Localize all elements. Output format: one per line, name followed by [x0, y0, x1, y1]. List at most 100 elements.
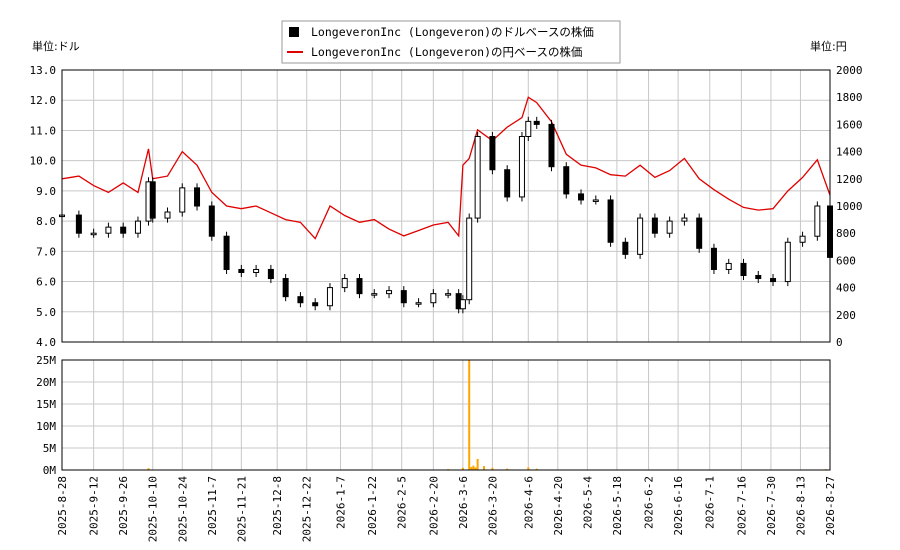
- usd-candle-body: [371, 293, 378, 296]
- volume-tick-label: 0M: [43, 464, 57, 477]
- right-tick-label: 1800: [836, 91, 863, 104]
- usd-candle-body: [445, 293, 452, 296]
- usd-candle-body: [356, 278, 363, 295]
- volume-bar: [470, 466, 473, 470]
- usd-candle-body: [622, 241, 629, 255]
- x-tick-label: 2025-12-8: [271, 476, 284, 536]
- usd-candle-body: [312, 302, 319, 307]
- legend-usd-swatch: [289, 27, 299, 37]
- x-tick-label: 2026-6-2: [643, 476, 656, 529]
- usd-candle-body: [548, 123, 555, 168]
- x-tick-label: 2026-3-20: [486, 476, 499, 536]
- volume-tick-label: 5M: [43, 442, 57, 455]
- usd-candle-body: [637, 217, 644, 255]
- usd-candle-body: [75, 214, 82, 234]
- x-tick-label: 2025-10-10: [147, 476, 160, 542]
- x-tick-label: 2026-6-16: [672, 476, 685, 536]
- usd-candle-body: [489, 135, 496, 171]
- usd-candle-body: [770, 278, 777, 283]
- right-unit-label: 単位:円: [810, 39, 847, 53]
- legend-jpy-label: LongeveronInc (Longeveron)の円ベースの株価: [311, 45, 582, 59]
- usd-candle-body: [297, 296, 304, 304]
- right-tick-label: 800: [836, 227, 856, 240]
- usd-candle-body: [466, 217, 473, 301]
- volume-bar: [461, 467, 464, 470]
- left-tick-label: 11.0: [30, 124, 57, 137]
- x-tick-label: 2026-7-1: [704, 476, 717, 529]
- x-tick-label: 2026-7-30: [765, 476, 778, 536]
- usd-candle-body: [725, 262, 732, 270]
- usd-candle-body: [504, 169, 511, 198]
- left-tick-label: 9.0: [36, 185, 56, 198]
- right-tick-label: 2000: [836, 64, 863, 77]
- usd-candle-body: [386, 290, 393, 295]
- usd-candle-body: [223, 235, 230, 270]
- usd-candle-body: [814, 205, 821, 237]
- usd-candle-body: [90, 232, 97, 236]
- usd-candle-body: [681, 217, 688, 222]
- right-tick-label: 600: [836, 254, 856, 267]
- right-tick-label: 1000: [836, 200, 863, 213]
- usd-candles-layer: [59, 116, 833, 314]
- x-tick-label: 2026-4-20: [552, 476, 565, 536]
- usd-candle-body: [341, 278, 348, 289]
- usd-candle-body: [253, 268, 260, 273]
- usd-candle-body: [282, 278, 289, 298]
- jpy-line-layer: [61, 96, 831, 240]
- x-tick-label: 2026-1-7: [335, 476, 348, 529]
- left-unit-label: 単位:ドル: [32, 39, 80, 53]
- usd-candle-body: [105, 226, 112, 234]
- usd-candle-body: [525, 120, 532, 137]
- x-tick-label: 2025-9-26: [117, 476, 130, 536]
- volume-bars-layer: [147, 360, 827, 470]
- usd-candle-body: [710, 247, 717, 270]
- usd-candle-body: [326, 287, 333, 307]
- right-tick-label: 0: [836, 336, 843, 349]
- usd-candle-body: [267, 268, 274, 280]
- right-tick-label: 200: [836, 309, 856, 322]
- volume-bar: [482, 466, 485, 470]
- usd-candle-body: [563, 166, 570, 195]
- price-plot-frame: [61, 69, 831, 343]
- legend: LongeveronInc (Longeveron)のドルベースの株価 Long…: [281, 20, 621, 64]
- volume-tick-label: 20M: [36, 376, 56, 389]
- usd-candle-body: [194, 187, 201, 207]
- x-tick-label: 2026-5-18: [611, 476, 624, 536]
- left-tick-label: 4.0: [36, 336, 56, 349]
- usd-candle-body: [533, 120, 540, 125]
- legend-box: [281, 20, 621, 64]
- usd-candle-body: [208, 205, 215, 237]
- usd-candle-body: [666, 220, 673, 234]
- usd-candle-body: [592, 199, 599, 202]
- volume-bar: [491, 467, 494, 470]
- usd-candle-body: [740, 262, 747, 277]
- volume-bar: [506, 468, 509, 470]
- x-tick-label: 2026-1-22: [366, 476, 379, 536]
- right-tick-label: 1200: [836, 173, 863, 186]
- usd-candle-body: [164, 211, 171, 219]
- left-tick-label: 13.0: [30, 64, 57, 77]
- x-tick-label: 2026-7-16: [735, 476, 748, 536]
- usd-candle-body: [134, 220, 141, 234]
- right-tick-label: 400: [836, 282, 856, 295]
- volume-tick-label: 10M: [36, 420, 56, 433]
- x-tick-label: 2025-10-24: [176, 476, 189, 543]
- usd-candle-body: [430, 293, 437, 304]
- x-tick-label: 2025-9-12: [88, 476, 101, 536]
- usd-candle-body: [696, 217, 703, 249]
- x-tick-label: 2026-3-6: [457, 476, 470, 529]
- right-tick-label: 1400: [836, 146, 863, 159]
- x-tick-label: 2025-12-22: [301, 476, 314, 542]
- volume-grid: [61, 359, 831, 471]
- left-tick-label: 7.0: [36, 245, 56, 258]
- volume-bar: [468, 360, 471, 470]
- right-tick-label: 1600: [836, 118, 863, 131]
- left-tick-label: 8.0: [36, 215, 56, 228]
- usd-candle-body: [784, 241, 791, 283]
- x-tick-label: 2025-8-28: [56, 476, 69, 536]
- x-tick-label: 2026-8-27: [824, 476, 837, 536]
- usd-candle-body: [755, 275, 762, 280]
- volume-bar: [147, 468, 150, 470]
- jpy-price-line: [61, 96, 831, 240]
